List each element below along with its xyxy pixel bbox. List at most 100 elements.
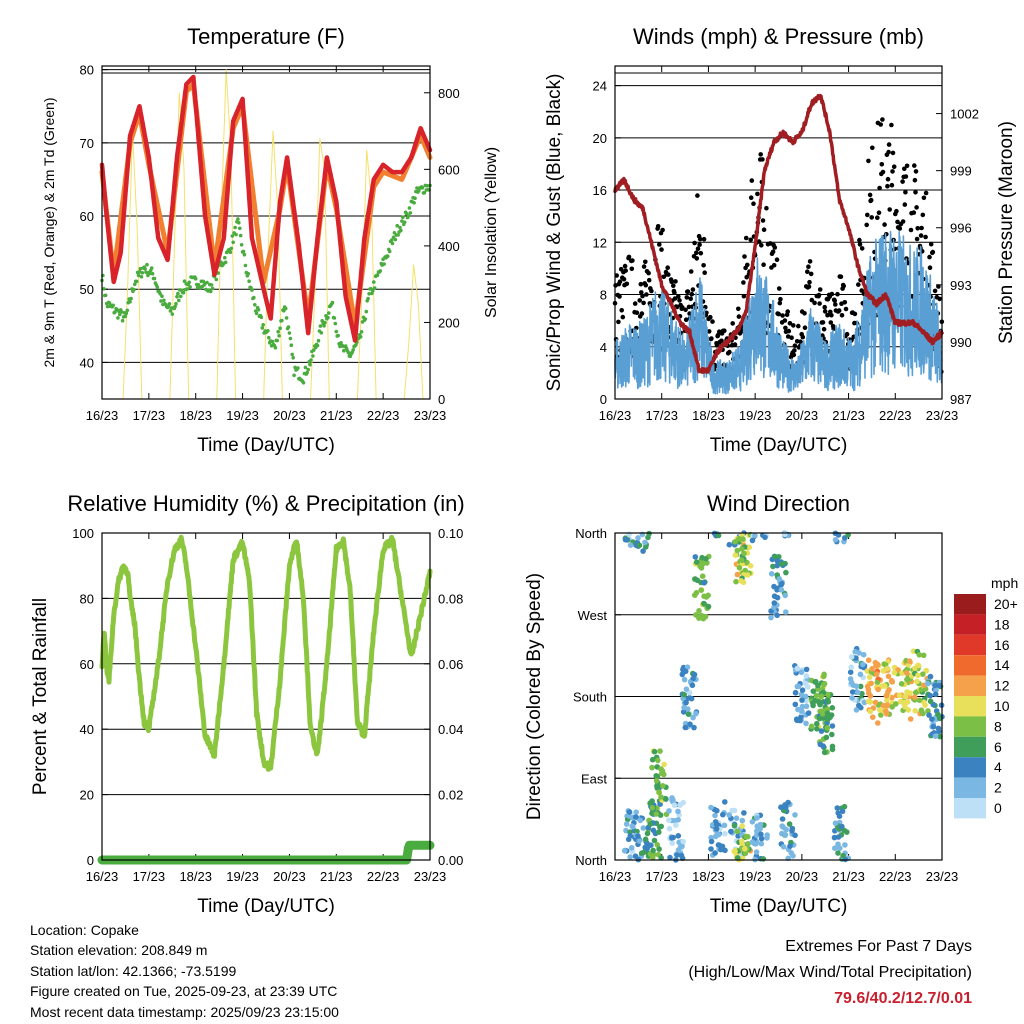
direction-point — [920, 652, 927, 659]
direction-point — [866, 674, 873, 680]
dewpoint-point — [168, 309, 173, 313]
legend-label: 20+ — [994, 596, 1018, 612]
dewpoint-point — [396, 233, 400, 237]
gust-point — [641, 264, 647, 269]
dewpoint-point — [378, 269, 383, 273]
wind-speed-line — [614, 230, 943, 395]
dewpoint-point — [320, 319, 325, 323]
direction-point — [818, 693, 825, 700]
direction-point — [739, 841, 745, 847]
gust-point — [632, 301, 638, 306]
direction-point — [848, 664, 854, 670]
dewpoint-point — [417, 189, 421, 193]
direction-point — [903, 670, 910, 676]
dewpoint-point — [123, 314, 128, 319]
gust-point — [770, 249, 776, 255]
gust-point — [706, 329, 712, 334]
direction-point — [642, 539, 648, 546]
dewpoint-point — [155, 285, 160, 290]
gust-point — [771, 262, 777, 268]
dewpoint-point — [351, 348, 356, 352]
direction-point — [749, 839, 756, 845]
direction-point — [925, 708, 931, 714]
direction-point — [856, 702, 862, 709]
legend-label: 6 — [994, 739, 1002, 755]
direction-point — [726, 541, 733, 548]
location-text: Location: Copake — [30, 922, 139, 938]
direction-point — [792, 690, 799, 696]
direction-point — [691, 724, 697, 731]
direction-point — [829, 705, 836, 711]
direction-point — [781, 531, 788, 538]
y-tick-label: North — [575, 853, 607, 868]
gust-point — [930, 249, 936, 255]
direction-point — [848, 679, 855, 686]
gust-point — [932, 288, 938, 294]
gust-point — [684, 295, 690, 300]
dewpoint-point — [243, 263, 248, 268]
dewpoint-point — [323, 320, 327, 325]
dewpoint-point — [402, 220, 407, 225]
gust-point — [616, 319, 621, 325]
gust-point — [690, 287, 696, 292]
y-tick-label: 20 — [593, 131, 607, 146]
direction-point — [689, 682, 696, 689]
gust-point — [743, 235, 749, 241]
dewpoint-point — [230, 234, 235, 238]
direction-point — [655, 757, 661, 764]
dewpoint-point — [280, 318, 284, 323]
gust-point — [833, 302, 838, 307]
direction-point — [739, 823, 745, 829]
dewpoint-point — [133, 282, 137, 287]
direction-point — [792, 812, 798, 818]
gust-point — [816, 292, 822, 298]
y-tick-label: 60 — [80, 657, 94, 672]
direction-point — [867, 708, 874, 715]
direction-point — [852, 648, 858, 655]
y-tick-label: 12 — [593, 235, 607, 250]
gust-point — [787, 321, 793, 326]
x-tick-label: 18/23 — [692, 869, 725, 884]
direction-point — [907, 716, 914, 722]
direction-point — [657, 748, 663, 754]
dewpoint-point — [159, 299, 163, 303]
direction-point — [699, 573, 706, 579]
dewpoint-point — [332, 316, 337, 320]
direction-point — [930, 723, 937, 730]
gust-point — [912, 163, 917, 168]
direction-point — [661, 761, 667, 768]
direction-point — [849, 689, 856, 695]
direction-point — [720, 811, 726, 818]
dewpoint-point — [389, 238, 394, 242]
dewpoint-point — [185, 287, 190, 291]
gust-point — [808, 271, 814, 277]
direction-point — [741, 550, 747, 557]
direction-point — [721, 822, 728, 829]
direction-point — [831, 834, 838, 841]
direction-point — [814, 720, 820, 727]
solar-insolation-line — [101, 69, 431, 400]
direction-point — [687, 721, 693, 727]
gust-point — [760, 218, 766, 223]
direction-point — [747, 563, 754, 569]
gust-point — [879, 162, 885, 167]
gust-point — [665, 265, 670, 271]
direction-point — [722, 799, 728, 805]
dewpoint-point — [358, 335, 363, 339]
dewpoint-point — [236, 217, 240, 221]
direction-point — [675, 808, 681, 815]
dewpoint-point — [175, 294, 179, 299]
direction-point — [714, 807, 720, 814]
direction-point — [867, 693, 874, 699]
gust-point — [695, 193, 700, 198]
direction-point — [810, 702, 816, 709]
gust-point — [751, 201, 756, 206]
direction-point — [626, 531, 632, 538]
gust-point — [761, 262, 766, 268]
dewpoint-point — [287, 331, 292, 335]
gust-point — [745, 262, 750, 268]
direction-point — [688, 695, 695, 702]
gust-point — [868, 197, 874, 203]
direction-point — [650, 854, 656, 861]
direction-point — [675, 817, 681, 823]
